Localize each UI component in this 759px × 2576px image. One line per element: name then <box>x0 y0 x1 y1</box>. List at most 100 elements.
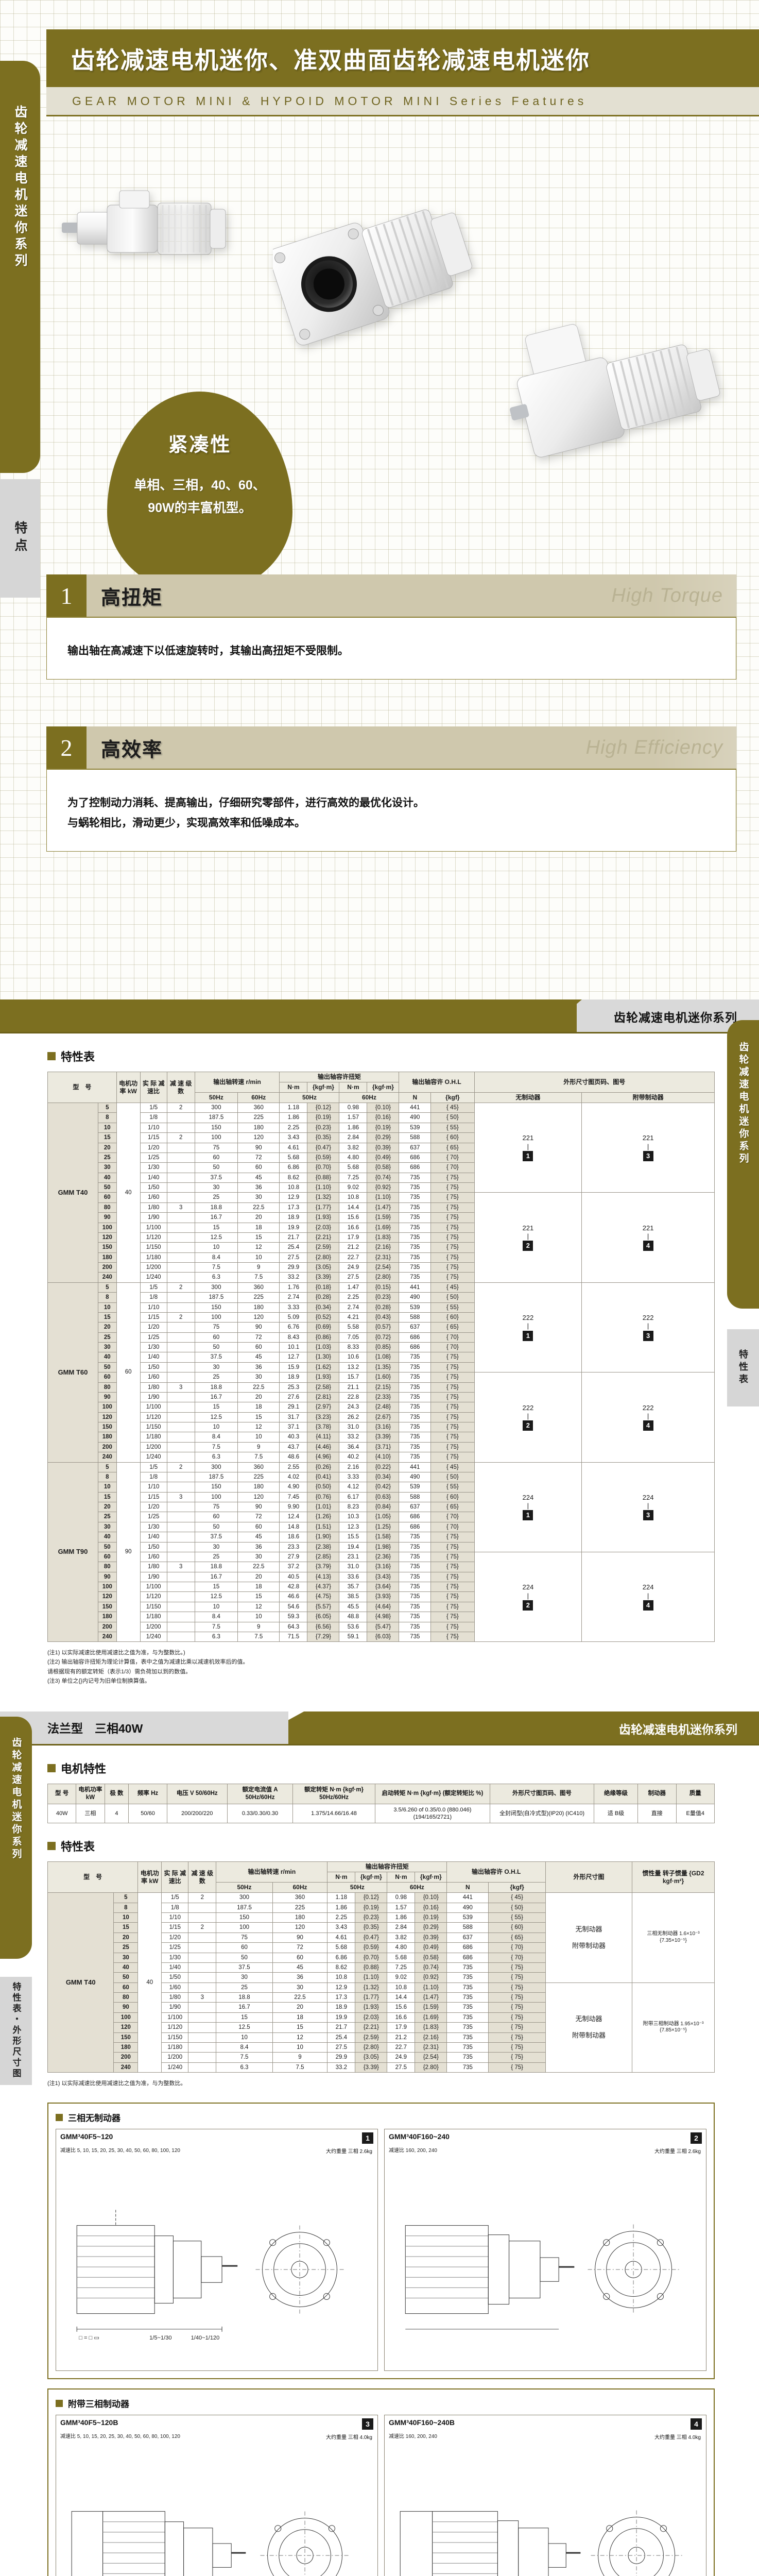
spec-note-2: (注2) 输出轴容许扭矩为理论计算值，表中之值为减速比乘以减速机效率后的值。 <box>47 1659 249 1666</box>
td-f-t60: 24.9 <box>387 2052 416 2063</box>
td-ratio: 1/180 <box>140 1252 167 1263</box>
td-f-ratio: 1/200 <box>161 2052 189 2063</box>
td-ohl-kgf: { 55} <box>430 1482 475 1493</box>
td-k50: {0.41} <box>307 1471 340 1483</box>
td-dim-nobrake: 221 | 1 <box>474 1102 582 1193</box>
td-s50: 60 <box>194 1332 238 1343</box>
drawings-section: 三相无制动器 GMM³40F5~120 1 减速比 5, 10, 15, 20,… <box>0 2103 759 2576</box>
td-s60: 7.5 <box>237 1272 280 1283</box>
td-t60: 53.6 <box>339 1621 368 1632</box>
td-stage <box>166 1421 195 1433</box>
td-k50: {1.32} <box>307 1192 340 1203</box>
td-f-k60: {2.16} <box>415 2032 447 2043</box>
td-k50: {0.69} <box>307 1322 340 1333</box>
td-ratio: 1/80 <box>140 1562 167 1572</box>
drawing-group-1-head: 三相无制动器 <box>56 2111 706 2124</box>
td-f-s50: 30 <box>216 1972 273 1983</box>
td-ohl-kgf: { 75} <box>430 1362 475 1373</box>
td-f-mass-bot: 附带三相制动器 1.95×10⁻³ {7.85×10⁻⁵} <box>632 1982 715 2073</box>
th-f-mass: 惯性量 转子惯量 {GD2 kgf·m²} <box>632 1861 715 1893</box>
svg-text:1/5~1/30: 1/5~1/30 <box>149 2335 171 2341</box>
td-t60: 8.33 <box>339 1342 368 1353</box>
td-k60: {0.10} <box>367 1102 400 1113</box>
td-f-mass-top: 三相无制动器 1.6×10⁻³ {7.35×10⁻⁵} <box>632 1892 715 1983</box>
td-ohl-kgf: { 75} <box>430 1392 475 1403</box>
table-row: 60 1/60 25 30 27.9 {2.85} 23.1 {2.36} 735{ 75} 22… <box>48 1551 715 1642</box>
td-t50: 5.68 <box>279 1152 308 1163</box>
sidebar-tab-series-left2[interactable]: 齿轮减速电机迷你系列 <box>0 1716 32 1959</box>
td-no: 30 <box>97 1162 117 1173</box>
sidebar-tab-series-right[interactable]: 齿轮减速电机迷你系列 <box>727 1020 759 1309</box>
td-f-s50: 187.5 <box>216 1902 273 1913</box>
td-no: 5 <box>97 1462 117 1472</box>
drawing-group-1: 三相无制动器 GMM³40F5~120 1 减速比 5, 10, 15, 20,… <box>47 2103 715 2380</box>
td-k60: {0.29} <box>367 1132 400 1143</box>
td-f-k50: {1.93} <box>355 2002 388 2013</box>
td-f-k60: {0.49} <box>415 1942 447 1953</box>
td-t50: 27.5 <box>279 1252 308 1263</box>
td-s60: 225 <box>237 1112 280 1123</box>
compactness-title: 紧凑性 <box>168 434 232 456</box>
td-f-no: 60 <box>113 1982 139 1993</box>
td-f-ohl-n: 735 <box>446 2002 489 2013</box>
td-k50: {0.88} <box>307 1172 340 1183</box>
th-f-torque-50: 50Hz <box>327 1882 388 1893</box>
motor-photo-left <box>62 190 226 255</box>
td-stage <box>166 1292 195 1303</box>
th-f-nm-50: N·m <box>327 1872 356 1883</box>
th-kgfm-50: {kgf·m} <box>307 1082 340 1093</box>
td-k60: {3.71} <box>367 1442 400 1453</box>
td-ratio: 1/180 <box>140 1612 167 1622</box>
sidebar-tab-series-right-label: 齿轮减速电机迷你系列 <box>737 1042 749 1165</box>
svg-text:□ = □ ▭: □ = □ ▭ <box>79 2335 99 2341</box>
td-k60: {0.84} <box>367 1501 400 1513</box>
th-f-stages: 减 速 级 数 <box>188 1861 217 1893</box>
feature-1-text: 输出轴在高减速下以低速旋转时，其输出高扭矩不受限制。 <box>67 645 349 657</box>
sidebar-tab-spec-dim[interactable]: 特性表・外形尺寸图 <box>0 1976 32 2085</box>
td-f-stage <box>188 2052 217 2063</box>
td-ratio: 1/40 <box>140 1172 167 1183</box>
sidebar-tab-series[interactable]: 齿轮减速电机迷你系列 <box>0 61 40 473</box>
td-s60: 10 <box>237 1432 280 1443</box>
spec-table-section: 齿轮减速电机迷你系列 齿轮减速电机迷你系列 特性表 特性表 型 号 电机功率 k… <box>0 999 759 1696</box>
td-ohl-n: 441 <box>399 1282 432 1293</box>
td-t50: 1.86 <box>279 1112 308 1123</box>
td-k60: {2.48} <box>367 1402 400 1413</box>
td-k60: {1.25} <box>367 1521 400 1533</box>
sidebar-tab-features[interactable]: 特点 <box>0 479 40 598</box>
td-ohl-kgf: { 60} <box>430 1132 475 1143</box>
td-f-no: 180 <box>113 2042 139 2053</box>
td-s60: 7.5 <box>237 1631 280 1642</box>
td-ohl-kgf: { 75} <box>430 1452 475 1463</box>
feature-1-bar: 1 高扭矩 High Torque <box>46 574 736 618</box>
drawing-cell-2-art <box>405 2224 679 2330</box>
td-ratio: 1/240 <box>140 1272 167 1283</box>
td-no: 10 <box>97 1302 117 1313</box>
td-f-k60: {0.10} <box>415 1892 447 1903</box>
sidebar-tab-spectable-right[interactable]: 特性表 <box>727 1329 759 1406</box>
td-ohl-n: 735 <box>399 1532 432 1543</box>
td-ohl-n: 735 <box>399 1372 432 1383</box>
td-stage <box>166 1222 195 1233</box>
td-f-ratio: 1/30 <box>161 1952 189 1963</box>
td-no: 90 <box>97 1571 117 1583</box>
td-k60: {0.34} <box>367 1471 400 1483</box>
td-f-s60: 360 <box>272 1892 328 1903</box>
table-row: 25 1/25 60 72 5.68 {0.59} 4.80 {0.49} 686{ 70} <box>48 1152 715 1163</box>
td-k50: {0.59} <box>307 1152 340 1163</box>
td-stage <box>166 1352 195 1363</box>
table-row: 25 1/25 60 72 12.4 {1.26} 10.3 {1.05} 686{ 70} <box>48 1512 715 1522</box>
table-row: 240 1/240 6.3 7.5 33.2 {3.39} 27.5 {2.80} 735{ 7… <box>48 2062 715 2073</box>
flange-header-row-2: N·m {kgf·m} N·m {kgf·m} <box>48 1872 715 1883</box>
td-s50: 187.5 <box>194 1112 238 1123</box>
td-t60: 4.21 <box>339 1312 368 1323</box>
flange-band-header: 法兰型 三相40W 齿轮减速电机迷你系列 <box>0 1711 759 1745</box>
td-f-s60: 225 <box>272 1902 328 1913</box>
td-k60: {2.36} <box>367 1551 400 1563</box>
table-row: 200 1/200 7.5 9 29.9 {3.05} 24.9 {2.54} 735{ 75} <box>48 2052 715 2063</box>
td-f-t60: 17.9 <box>387 2022 416 2033</box>
td-f-t60: 0.98 <box>387 1892 416 1903</box>
td-no: 30 <box>97 1342 117 1353</box>
td-t60: 45.5 <box>339 1601 368 1613</box>
